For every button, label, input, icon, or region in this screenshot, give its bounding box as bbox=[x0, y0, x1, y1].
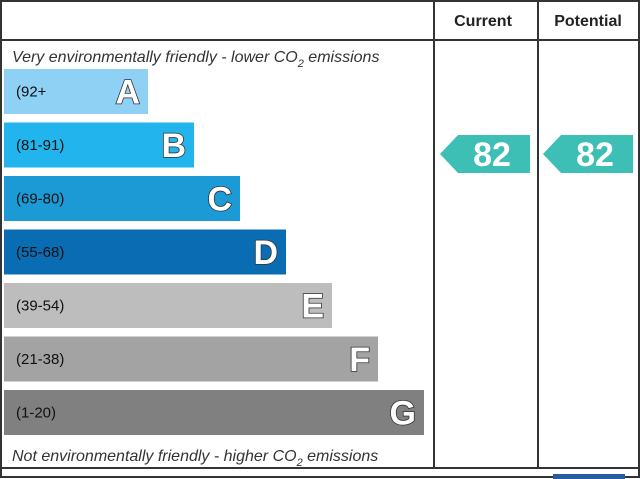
band-range: (21-38) bbox=[16, 351, 64, 368]
score-label: 82 bbox=[473, 136, 511, 174]
bands: (92+ A (81-91) B (69-80) C (55-68) D (39-54) E (21… bbox=[4, 69, 424, 435]
band-letter: E bbox=[301, 288, 324, 326]
score-arrow bbox=[440, 135, 530, 173]
band-range: (81-91) bbox=[16, 137, 64, 154]
band-letter: A bbox=[115, 74, 140, 112]
band-range: (92+ bbox=[16, 84, 47, 101]
column-header: Potential bbox=[554, 13, 622, 30]
band-bar bbox=[4, 122, 194, 168]
arrows: 82 82 bbox=[440, 135, 633, 174]
band-bar bbox=[4, 69, 148, 114]
note-sub: 2 bbox=[297, 58, 304, 70]
band-bar bbox=[4, 229, 286, 275]
band-bar bbox=[4, 283, 332, 328]
band-bar bbox=[4, 336, 378, 382]
note-sub: 2 bbox=[296, 457, 303, 469]
band-letter: F bbox=[349, 341, 370, 379]
band-letter: D bbox=[253, 234, 278, 272]
note-tail: emissions bbox=[303, 448, 379, 465]
note-text: Very environmentally friendly - lower CO bbox=[12, 49, 298, 66]
decoration bbox=[553, 474, 625, 479]
column-header: Current bbox=[454, 13, 512, 30]
band-bar bbox=[4, 176, 240, 221]
note-text: Not environmentally friendly - higher CO bbox=[12, 448, 297, 465]
band-range: (1-20) bbox=[16, 405, 56, 422]
band-bar bbox=[4, 390, 424, 435]
score-arrow bbox=[543, 135, 633, 173]
band-letter: C bbox=[207, 181, 232, 219]
band-range: (69-80) bbox=[16, 191, 64, 208]
note-tail: emissions bbox=[304, 49, 380, 66]
score-label: 82 bbox=[576, 136, 614, 174]
top-note: Very environmentally friendly - lower CO… bbox=[12, 49, 379, 70]
band-letter: G bbox=[390, 395, 416, 433]
band-range: (55-68) bbox=[16, 244, 64, 261]
bottom-note: Not environmentally friendly - higher CO… bbox=[12, 448, 378, 469]
band-range: (39-54) bbox=[16, 298, 64, 315]
band-letter: B bbox=[161, 127, 186, 165]
